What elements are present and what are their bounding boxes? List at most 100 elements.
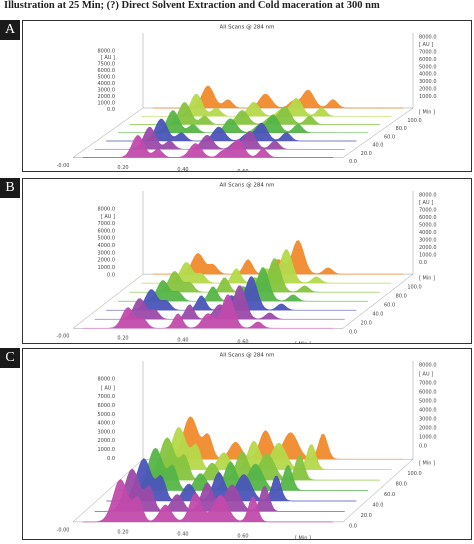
y-tick-label: 2000.0 <box>98 438 116 444</box>
x-tick-label: 0.20 <box>117 529 128 535</box>
y-tick-label: 6000.0 <box>419 215 437 221</box>
y-tick-label: 6000.0 <box>98 403 116 409</box>
y-tick-label: 5000.0 <box>419 64 437 70</box>
y-tick-label: 3000.0 <box>419 417 437 423</box>
chromatogram-trace <box>83 135 333 158</box>
frame-line <box>342 107 414 158</box>
y-tick-label: [ AU ] <box>419 200 433 206</box>
y-tick-label: 2000.0 <box>419 87 437 93</box>
y-tick-label: 1000.0 <box>419 94 437 100</box>
plot-title: All Scans @ 284 nm <box>220 183 275 189</box>
chromatogram-trace <box>83 478 333 523</box>
y-tick-label: 7000.0 <box>419 381 437 387</box>
y-tick-label: 8000.0 <box>98 207 116 213</box>
y-tick-label: 2000.0 <box>98 94 116 100</box>
x-tick-label: [ Min ] <box>295 342 311 343</box>
panel-label: B <box>0 178 20 198</box>
y-tick-label: [ AU ] <box>101 55 115 61</box>
z-tick-label: [ Min ] <box>419 110 435 116</box>
z-tick-label: 40.0 <box>372 312 383 318</box>
y-tick-label: 3000.0 <box>98 88 116 94</box>
y-tick-label: 1000.0 <box>98 265 116 271</box>
z-tick-label: 20.0 <box>361 151 372 157</box>
x-tick-label: 0.40 <box>177 167 188 171</box>
y-tick-label: 8000.0 <box>419 363 437 369</box>
y-tick-label: 4000.0 <box>419 72 437 78</box>
y-tick-label: 2000.0 <box>98 258 116 264</box>
y-tick-label: [ AU ] <box>101 385 115 391</box>
frame-line <box>342 273 414 329</box>
frame-line <box>72 273 144 329</box>
y-tick-label: 6000.0 <box>419 390 437 396</box>
y-tick-label: [ AU ] <box>419 42 433 48</box>
y-tick-label: 1000.0 <box>98 101 116 107</box>
x-tick-label: 0.20 <box>117 165 128 171</box>
x-tick-label: -0.00 <box>57 163 70 169</box>
panel-label: C <box>0 348 20 368</box>
frame-line <box>342 459 414 523</box>
x-tick-label: [ Min ] <box>295 535 311 539</box>
y-tick-label: 8000.0 <box>419 35 437 41</box>
x-tick-label: 0.40 <box>177 531 188 537</box>
y-tick-label: 6000.0 <box>419 57 437 63</box>
y-tick-label: 5000.0 <box>419 399 437 405</box>
y-tick-label: 6000.0 <box>98 68 116 74</box>
y-tick-label: 8000.0 <box>98 49 116 55</box>
y-tick-label: 3000.0 <box>98 250 116 256</box>
plot-title: All Scans @ 284 nm <box>220 353 275 359</box>
y-tick-label: [ AU ] <box>419 372 433 378</box>
y-tick-label: 5000.0 <box>419 223 437 229</box>
y-tick-label: 7000.0 <box>98 221 116 227</box>
y-tick-label: 2000.0 <box>419 245 437 251</box>
panel: All Scans @ 284 nm 8000.0[ AU ] 7000.0 6000… <box>22 178 472 348</box>
frame-line <box>72 107 144 158</box>
y-tick-label: 6000.0 <box>98 228 116 234</box>
y-tick-label: 0.0 <box>419 444 427 450</box>
y-tick-label: 3000.0 <box>98 429 116 435</box>
y-tick-label: 1000.0 <box>98 447 116 453</box>
y-tick-label: 5000.0 <box>98 236 116 242</box>
y-tick-label: 0.0 <box>107 272 115 278</box>
y-tick-label: 4000.0 <box>98 81 116 87</box>
y-tick-label: 0.0 <box>107 107 115 113</box>
y-tick-label: 5000.0 <box>98 412 116 418</box>
z-tick-label: 20.0 <box>361 321 372 327</box>
waterfall-plot: All Scans @ 284 nm 8000.0 [ AU ] 7000.0 6000… <box>57 353 437 542</box>
z-tick-label: 0.0 <box>349 523 357 529</box>
z-tick-label: 80.0 <box>396 482 407 488</box>
y-tick-label: 7000.0 <box>419 208 437 214</box>
y-tick-label: 2000.0 <box>419 426 437 432</box>
y-tick-label: 1000.0 <box>419 253 437 259</box>
y-tick-label: 3000.0 <box>419 79 437 85</box>
y-tick-label: 0.0 <box>419 260 427 266</box>
y-tick-label: 4000.0 <box>419 408 437 414</box>
x-tick-label: 0.20 <box>117 336 128 342</box>
y-tick-label: 7000.0 <box>419 49 437 55</box>
plot-title: All Scans @ 284 nm <box>220 25 275 31</box>
z-tick-label: 100.0 <box>407 471 421 477</box>
z-tick-label: 60.0 <box>384 492 395 498</box>
z-tick-label: 100.0 <box>407 285 421 291</box>
y-tick-label: 8000.0 <box>419 193 437 199</box>
z-tick-label: [ Min ] <box>419 461 435 467</box>
y-tick-label: 3000.0 <box>419 238 437 244</box>
y-tick-label: 4000.0 <box>98 243 116 249</box>
x-tick-label: 0.60 <box>237 169 248 171</box>
caption-fragment: Illustration at 25 Min; (?) Direct Solve… <box>4 0 380 11</box>
z-tick-label: 60.0 <box>384 303 395 309</box>
y-tick-label: 4000.0 <box>98 421 116 427</box>
x-tick-label: -0.00 <box>57 334 70 340</box>
z-tick-label: 80.0 <box>396 294 407 300</box>
y-tick-label: [ AU ] <box>101 214 115 220</box>
z-tick-label: 80.0 <box>396 126 407 132</box>
z-tick-label: 40.0 <box>372 143 383 149</box>
x-tick-label: 0.60 <box>237 533 248 539</box>
panel: All Scans @ 284 nm 8000.0[ AU ] 7500.0 6000… <box>22 20 472 178</box>
z-tick-label: 60.0 <box>384 134 395 140</box>
z-tick-label: [ Min ] <box>419 276 435 282</box>
panel: All Scans @ 284 nm 8000.0 [ AU ] 7000.0 6000… <box>22 348 472 542</box>
z-tick-label: 0.0 <box>349 330 357 336</box>
